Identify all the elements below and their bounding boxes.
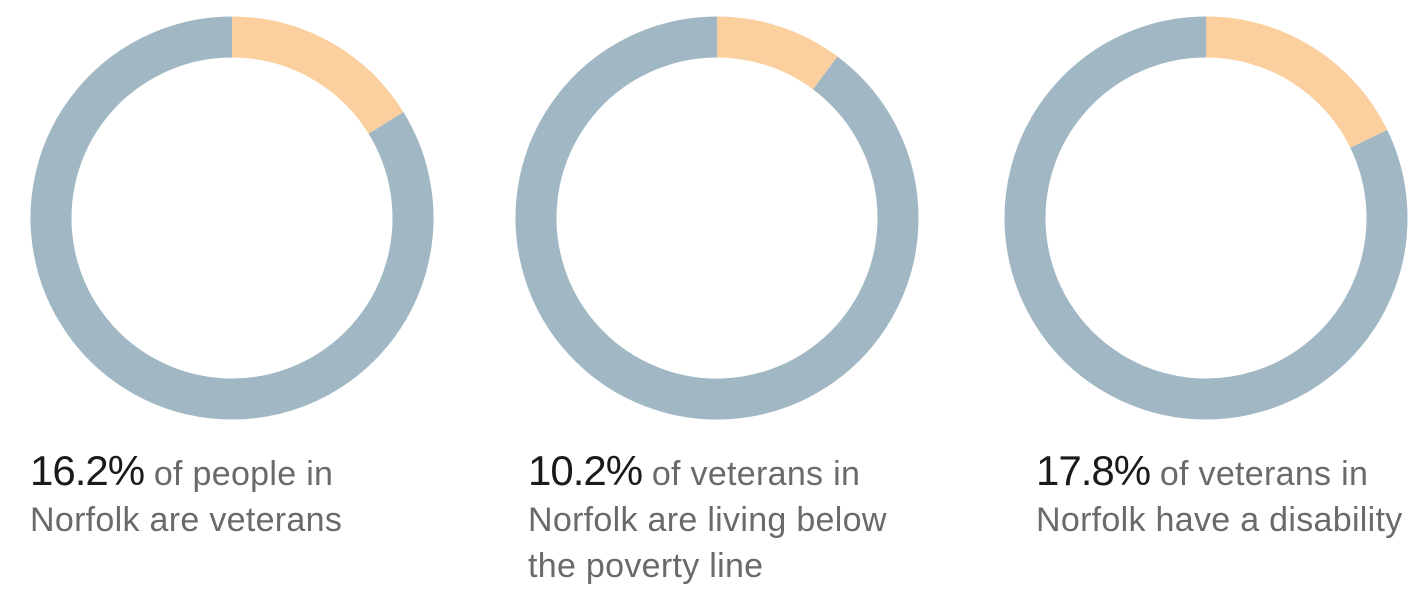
stat-value: 16.2% [30, 447, 145, 494]
donut-slice-highlight [1205, 16, 1388, 149]
donut-slice-remainder [515, 16, 919, 420]
donut-chart-1 [30, 16, 434, 420]
donut-slice-highlight [716, 16, 838, 90]
donut-slice-remainder [30, 16, 434, 420]
donut-panel-2: 10.2% of veterans in Norfolk are living … [497, 0, 937, 591]
stat-value: 17.8% [1036, 447, 1151, 494]
donut-slice-remainder [1004, 16, 1408, 420]
caption-text-line1: of veterans in [651, 455, 861, 493]
donut-caption-1: 16.2% of people in Norfolk are veterans [30, 448, 450, 543]
donut-chart-3 [1004, 16, 1408, 420]
donut-slice-highlight [231, 16, 404, 135]
caption-text-line1: of veterans in [1159, 455, 1369, 493]
caption-text-line2: Norfolk have a disability [1036, 501, 1403, 539]
caption-text-line1: of people in [153, 455, 334, 493]
caption-text-line2: Norfolk are living below the poverty lin… [528, 501, 887, 585]
donut-caption-3: 17.8% of veterans in Norfolk have a disa… [1036, 448, 1410, 543]
donut-chart-2 [515, 16, 919, 420]
stat-value: 10.2% [528, 447, 643, 494]
donut-panel-3: 17.8% of veterans in Norfolk have a disa… [986, 0, 1410, 591]
donut-caption-2: 10.2% of veterans in Norfolk are living … [528, 448, 928, 589]
caption-text-line2: Norfolk are veterans [30, 501, 343, 539]
donut-panel-1: 16.2% of people in Norfolk are veterans [12, 0, 452, 591]
